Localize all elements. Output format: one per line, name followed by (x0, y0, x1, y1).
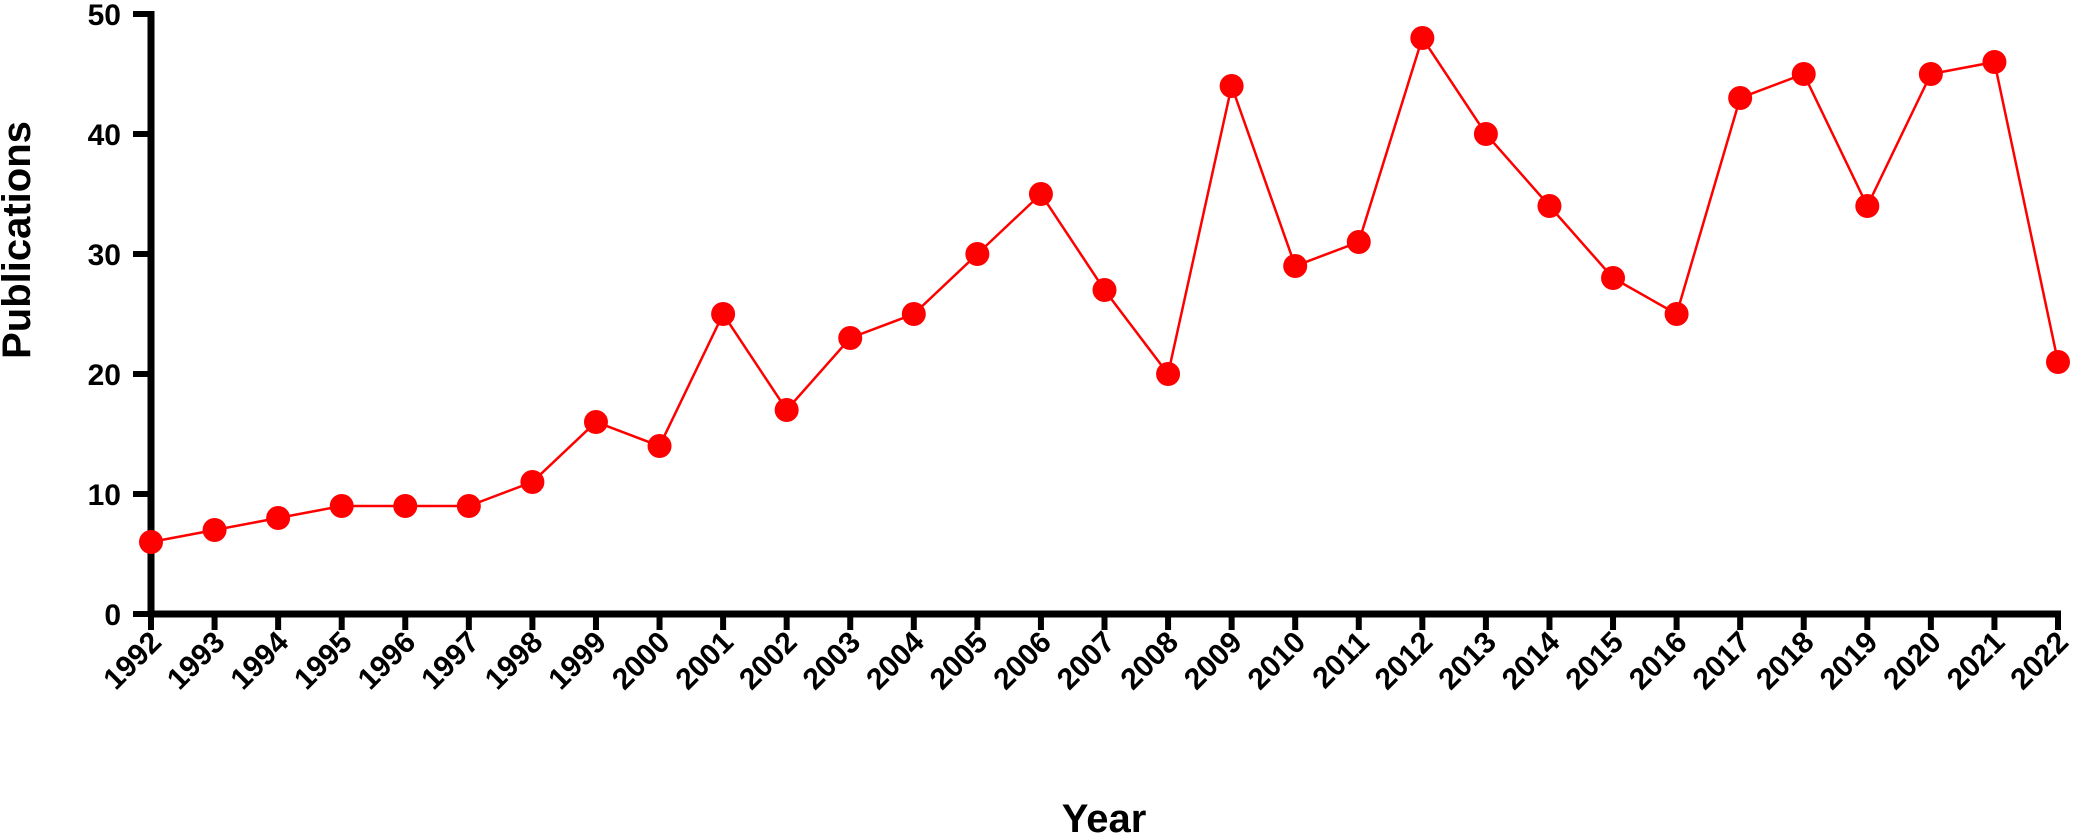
data-point (647, 434, 672, 458)
data-points (139, 26, 2070, 554)
y-axis-ticks: 0 10 20 30 40 50 (88, 0, 151, 632)
x-tick-label: 1993 (161, 626, 232, 697)
y-tick-label: 50 (88, 0, 121, 32)
x-tick-label: 2022 (2004, 626, 2073, 697)
x-tick-label: 2009 (1178, 626, 1249, 697)
x-tick-label: 2012 (1369, 626, 1440, 697)
x-axis-title: Year (1062, 797, 1147, 836)
y-tick-label: 30 (88, 239, 121, 272)
data-point (393, 494, 418, 518)
x-tick-label: 2010 (1242, 626, 1313, 697)
y-axis-title: Publications (0, 121, 39, 359)
data-point (520, 470, 545, 494)
data-point (1346, 230, 1371, 254)
x-tick-label: 2013 (1432, 626, 1503, 697)
data-point (711, 302, 736, 326)
y-tick-label: 10 (88, 479, 121, 512)
x-tick-label: 2014 (1496, 625, 1567, 696)
x-tick-label: 2003 (797, 626, 868, 697)
x-tick-label: 2001 (670, 626, 741, 697)
x-tick-label: 1995 (288, 626, 359, 697)
data-point (1601, 266, 1626, 290)
data-point (1028, 182, 1053, 206)
x-tick-label: 2007 (1051, 626, 1122, 697)
x-axis-ticks: 1992199319941995199619971998199920002001… (97, 614, 2073, 696)
x-tick-label: 1994 (225, 625, 296, 696)
x-tick-label: 2021 (1941, 626, 2012, 697)
x-tick-label: 2016 (1623, 626, 1694, 697)
data-point (901, 302, 926, 326)
data-point (456, 494, 481, 518)
data-point (1791, 62, 1816, 86)
data-point (1728, 86, 1753, 110)
x-tick-label: 2015 (1559, 626, 1630, 697)
axes (147, 11, 2061, 618)
x-tick-label: 2005 (924, 626, 995, 697)
data-point (1219, 74, 1244, 98)
data-point (1092, 278, 1117, 302)
data-point (1855, 194, 1880, 218)
x-tick-label: 2019 (1814, 626, 1885, 697)
data-point (838, 326, 863, 350)
data-point (1410, 26, 1435, 50)
data-point (2046, 350, 2070, 374)
x-tick-label: 1997 (415, 626, 486, 697)
data-point (774, 398, 799, 422)
x-tick-label: 1999 (542, 626, 613, 697)
data-point (202, 518, 227, 542)
y-tick-label: 0 (104, 599, 121, 632)
x-tick-label: 2006 (987, 626, 1058, 697)
x-tick-label: 2018 (1750, 626, 1821, 697)
data-point (1156, 362, 1181, 386)
data-point (1283, 254, 1308, 278)
data-point (329, 494, 354, 518)
data-point (1982, 50, 2007, 74)
y-tick-label: 40 (88, 119, 121, 152)
data-point (1918, 62, 1943, 86)
data-point (139, 530, 163, 554)
x-tick-label: 2017 (1687, 626, 1758, 697)
x-tick-label: 2011 (1306, 626, 1375, 695)
data-point (1664, 302, 1689, 326)
data-point (965, 242, 990, 266)
x-tick-label: 2000 (606, 626, 677, 697)
x-tick-label: 1992 (97, 626, 168, 697)
x-tick-label: 1996 (352, 626, 423, 697)
data-point (266, 506, 291, 530)
x-tick-label: 2008 (1114, 626, 1185, 697)
data-point (1537, 194, 1562, 218)
y-tick-label: 20 (88, 359, 121, 392)
data-point (1473, 122, 1498, 146)
data-point (583, 410, 608, 434)
x-tick-label: 2020 (1877, 626, 1948, 697)
x-tick-label: 1998 (479, 626, 550, 697)
x-tick-label: 2004 (860, 625, 931, 696)
x-tick-label: 2002 (733, 626, 804, 697)
